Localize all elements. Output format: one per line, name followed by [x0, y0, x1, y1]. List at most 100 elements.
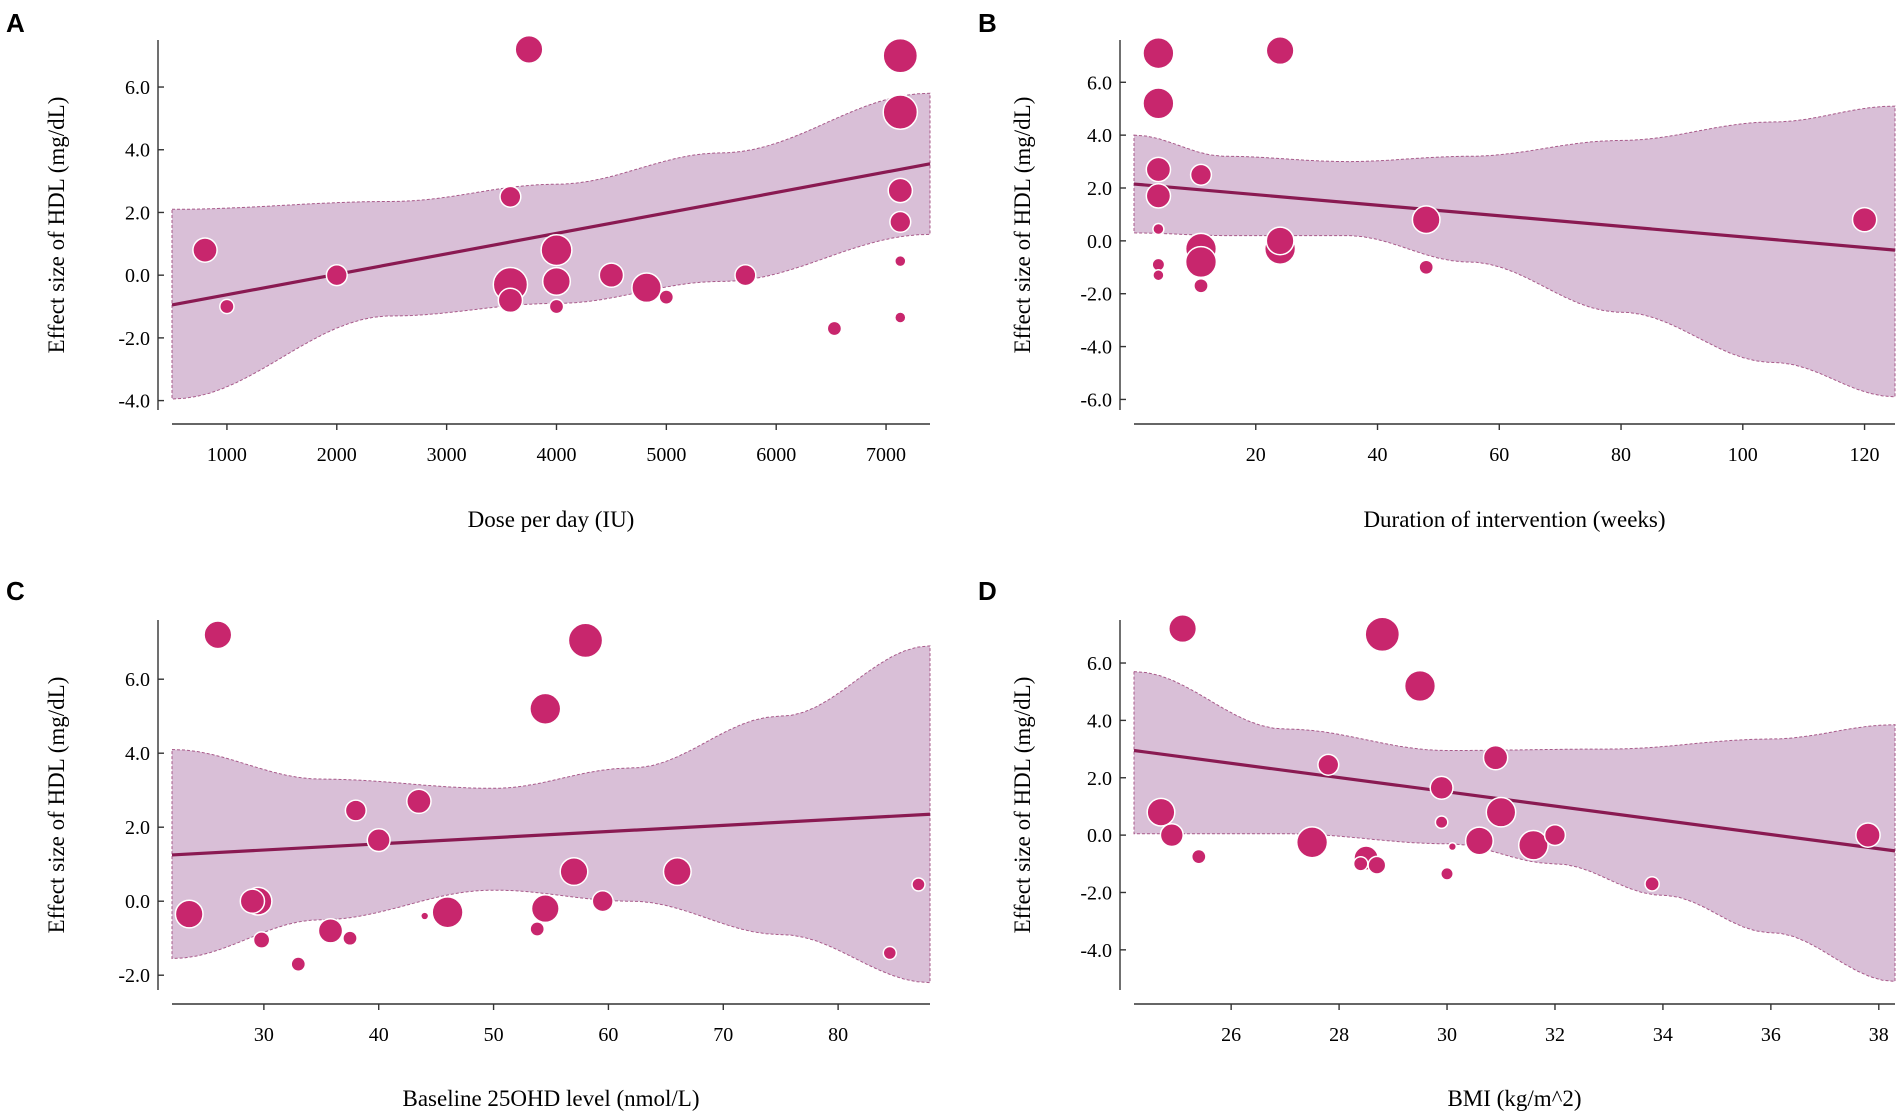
- x-axis-title: Duration of intervention (weeks): [1363, 507, 1665, 532]
- x-tick-label: 4000: [536, 444, 576, 466]
- study-point: [567, 622, 604, 659]
- regression-line: [171, 162, 931, 307]
- y-axis-title: Effect size of HDL (mg/dL): [1010, 677, 1035, 934]
- study-point: [1485, 796, 1517, 828]
- study-point: [1295, 826, 1329, 859]
- study-point: [290, 956, 307, 972]
- x-tick-label: 80: [828, 1024, 848, 1046]
- y-axis-title: Effect size of HDL (mg/dL): [44, 97, 69, 354]
- y-tick-label: 4.0: [1087, 710, 1112, 732]
- study-point: [894, 311, 907, 324]
- study-point: [1482, 744, 1509, 771]
- study-point: [1151, 257, 1166, 272]
- study-point: [887, 177, 914, 204]
- y-axis-title: Effect size of HDL (mg/dL): [44, 677, 69, 934]
- x-tick-label: 80: [1611, 444, 1631, 466]
- study-point: [1265, 36, 1295, 66]
- y-tick-label: -4.0: [1080, 337, 1112, 359]
- study-point: [1367, 855, 1387, 875]
- x-tick-label: 36: [1761, 1024, 1781, 1046]
- x-tick-label: 6000: [756, 444, 796, 466]
- y-tick-label: 2.0: [1087, 178, 1112, 200]
- study-point: [1184, 245, 1218, 279]
- y-tick-label: -4.0: [1080, 940, 1112, 962]
- study-point: [1517, 829, 1549, 861]
- study-point: [1193, 277, 1209, 294]
- x-tick-label: 32: [1545, 1024, 1565, 1046]
- y-tick-label: 0.0: [125, 265, 150, 287]
- x-tick-label: 5000: [646, 444, 686, 466]
- study-point: [1851, 206, 1878, 233]
- study-point: [662, 857, 692, 887]
- study-point: [882, 945, 898, 961]
- study-point: [734, 264, 757, 287]
- regression-line: [171, 812, 931, 857]
- x-tick-label: 3000: [427, 444, 467, 466]
- study-point: [1403, 669, 1437, 703]
- study-point: [541, 266, 572, 296]
- y-tick-label: -2.0: [118, 328, 150, 350]
- study-point: [252, 931, 271, 949]
- study-point: [882, 94, 919, 130]
- study-point: [239, 888, 266, 915]
- x-tick-label: 70: [713, 1024, 733, 1046]
- study-point: [317, 917, 344, 944]
- x-tick-label: 60: [1489, 444, 1509, 466]
- x-tick-label: 60: [598, 1024, 618, 1046]
- y-tick-label: 4.0: [125, 743, 150, 765]
- study-point: [514, 34, 544, 64]
- study-point: [1418, 259, 1435, 276]
- study-point: [591, 890, 614, 913]
- x-tick-label: 40: [1368, 444, 1388, 466]
- x-tick-label: 7000: [866, 444, 906, 466]
- x-tick-label: 50: [484, 1024, 504, 1046]
- study-point: [1644, 876, 1660, 892]
- y-tick-label: 0.0: [1087, 825, 1112, 847]
- study-point: [1145, 156, 1172, 183]
- study-point: [1265, 226, 1295, 256]
- study-point: [1434, 815, 1449, 830]
- y-tick-label: 4.0: [125, 140, 150, 162]
- study-point: [1145, 183, 1172, 209]
- x-axis-title: Baseline 25OHD level (nmol/L): [402, 1086, 699, 1111]
- y-tick-label: -4.0: [118, 391, 150, 413]
- x-tick-label: 30: [254, 1024, 274, 1046]
- study-point: [894, 254, 907, 268]
- y-tick-label: 4.0: [1087, 125, 1112, 147]
- study-point: [1159, 822, 1184, 848]
- study-point: [1429, 775, 1454, 800]
- study-point: [529, 692, 562, 725]
- study-point: [1190, 848, 1207, 865]
- panel-a: A -4.0 -2.0 0.0 2.0 4.0 6.0 1000 2000 3000 4000 500…: [6, 8, 931, 532]
- study-point: [889, 210, 912, 234]
- x-tick-label: 40: [369, 1024, 389, 1046]
- y-tick-label: -2.0: [1080, 284, 1112, 306]
- study-point: [219, 298, 235, 315]
- y-tick-label: 2.0: [125, 817, 150, 839]
- y-tick-label: -2.0: [118, 965, 150, 987]
- study-point: [325, 264, 348, 287]
- study-point: [1152, 268, 1165, 282]
- panel-d: D -4.0 -2.0 0.0 2.0 4.0 6.0 26 28 30 32 34 36 38 BMI (…: [978, 576, 1896, 1111]
- study-point: [174, 899, 204, 929]
- panel-b: B -6.0 -4.0 -2.0 0.0 2.0 4.0 6.0 20 40 60 80 100 120 D…: [978, 8, 1896, 532]
- y-tick-label: 0.0: [1087, 231, 1112, 253]
- study-point: [548, 298, 565, 315]
- confidence-band: [1133, 671, 1896, 982]
- study-point: [826, 320, 843, 337]
- x-tick-label: 100: [1728, 444, 1758, 466]
- panel-letter: B: [978, 8, 997, 38]
- y-tick-label: -2.0: [1080, 882, 1112, 904]
- study-point: [406, 788, 432, 815]
- regression-line: [1133, 748, 1896, 853]
- x-tick-label: 28: [1329, 1024, 1349, 1046]
- study-point: [882, 37, 919, 74]
- study-point: [530, 894, 560, 924]
- y-tick-label: 6.0: [1087, 653, 1112, 675]
- study-point: [497, 287, 524, 314]
- x-axis-title: BMI (kg/m^2): [1447, 1086, 1581, 1111]
- panel-letter: A: [6, 8, 25, 38]
- study-point: [911, 877, 926, 892]
- study-point: [1142, 87, 1175, 120]
